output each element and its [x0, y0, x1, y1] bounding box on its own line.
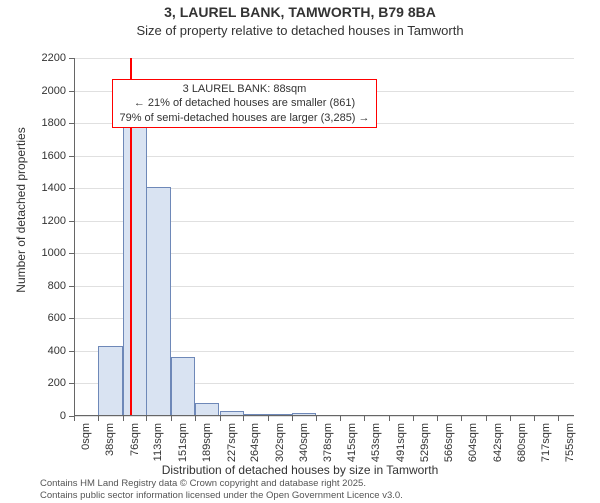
x-tick-mark	[340, 416, 341, 421]
grid-line	[74, 416, 574, 417]
x-tick-mark	[558, 416, 559, 421]
y-tick-mark	[69, 58, 74, 59]
y-axis-line	[74, 58, 75, 416]
y-tick-mark	[69, 91, 74, 92]
y-tick-label: 2200	[42, 52, 66, 64]
x-tick-mark	[486, 416, 487, 421]
plot-area: 3 LAUREL BANK: 88sqm← 21% of detached ho…	[74, 58, 574, 416]
credits-line-1: Contains HM Land Registry data © Crown c…	[40, 478, 600, 490]
y-tick-label: 1200	[42, 215, 66, 227]
y-tick-label: 400	[48, 345, 66, 357]
y-tick-label: 800	[48, 280, 66, 292]
y-tick-mark	[69, 351, 74, 352]
y-tick-mark	[69, 123, 74, 124]
y-tick-mark	[69, 383, 74, 384]
y-tick-label: 1400	[42, 182, 66, 194]
x-axis-line	[74, 415, 574, 416]
x-tick-mark	[195, 416, 196, 421]
x-tick-mark	[220, 416, 221, 421]
y-tick-mark	[69, 286, 74, 287]
y-tick-label: 1600	[42, 150, 66, 162]
x-tick-mark	[98, 416, 99, 421]
y-axis-label: Number of detached properties	[14, 80, 28, 340]
x-tick-mark	[74, 416, 75, 421]
credits-line-2: Contains public sector information licen…	[40, 490, 600, 502]
y-tick-mark	[69, 188, 74, 189]
histogram-bar	[171, 357, 195, 416]
chart-container: 3, LAUREL BANK, TAMWORTH, B79 8BA Size o…	[0, 0, 600, 500]
annotation-line-2: ← 21% of detached houses are smaller (86…	[119, 96, 369, 110]
x-tick-mark	[171, 416, 172, 421]
x-tick-mark	[292, 416, 293, 421]
grid-line	[74, 58, 574, 59]
y-tick-label: 200	[48, 377, 66, 389]
x-tick-mark	[364, 416, 365, 421]
x-tick-mark	[534, 416, 535, 421]
x-axis-label: Distribution of detached houses by size …	[0, 463, 600, 477]
y-tick-label: 1000	[42, 247, 66, 259]
annotation-line-3: 79% of semi-detached houses are larger (…	[119, 111, 369, 125]
x-tick-mark	[437, 416, 438, 421]
annotation-line-1: 3 LAUREL BANK: 88sqm	[119, 82, 369, 96]
x-tick-mark	[146, 416, 147, 421]
histogram-bar	[123, 120, 147, 416]
annotation-box: 3 LAUREL BANK: 88sqm← 21% of detached ho…	[112, 79, 376, 128]
y-tick-mark	[69, 253, 74, 254]
x-tick-mark	[389, 416, 390, 421]
y-tick-label: 1800	[42, 117, 66, 129]
x-tick-mark	[268, 416, 269, 421]
x-tick-mark	[123, 416, 124, 421]
chart-subtitle: Size of property relative to detached ho…	[0, 23, 600, 38]
credits: Contains HM Land Registry data © Crown c…	[40, 478, 600, 503]
x-tick-mark	[510, 416, 511, 421]
x-tick-mark	[316, 416, 317, 421]
y-tick-label: 0	[60, 410, 66, 422]
histogram-bar	[146, 187, 170, 416]
y-tick-mark	[69, 156, 74, 157]
y-tick-label: 600	[48, 312, 66, 324]
chart-title: 3, LAUREL BANK, TAMWORTH, B79 8BA	[0, 4, 600, 20]
histogram-bar	[98, 346, 122, 416]
x-tick-mark	[413, 416, 414, 421]
x-tick-mark	[461, 416, 462, 421]
x-tick-mark	[243, 416, 244, 421]
y-tick-mark	[69, 221, 74, 222]
y-tick-mark	[69, 318, 74, 319]
grid-line	[74, 156, 574, 157]
y-tick-label: 2000	[42, 85, 66, 97]
